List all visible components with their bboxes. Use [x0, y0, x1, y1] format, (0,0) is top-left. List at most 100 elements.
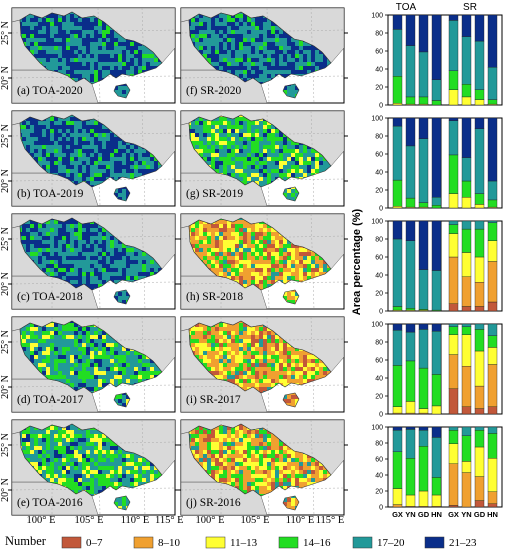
bar-2017-SR-HN-14–16 — [487, 335, 498, 348]
bar-2017-TOA-GX-21–23 — [392, 323, 403, 331]
y-tick-label: 40 — [375, 473, 383, 480]
bar-2016-SR-YN-14–16 — [461, 435, 472, 462]
region-outline — [19, 114, 163, 188]
lon-label-110b: 110° E — [286, 515, 315, 526]
bar-2016-SR-GD-17–20 — [474, 426, 485, 431]
legend-label: 8–10 — [158, 537, 181, 549]
lon-label-115a: 115° E — [155, 515, 184, 526]
latitude-labels: 25° N 20° N 25° N 20° N 25° N 20° N 25° N 20° N… — [0, 21, 11, 502]
bar-2018-SR-GD-17–20 — [474, 220, 485, 230]
bar-2016-TOA-GD-14–16 — [418, 446, 429, 492]
category-label: HN — [431, 510, 442, 519]
bar-panel-frame — [387, 14, 503, 106]
island-outline — [282, 289, 300, 305]
map-panel: (g) SR-2019 — [177, 110, 348, 207]
bar-2018-SR-YN-0–7 — [461, 306, 472, 312]
bar-2016-SR-GD-8–10 — [474, 476, 485, 501]
bar-2018-TOA-YN-14–16 — [405, 308, 416, 311]
bar-2020-SR-GX-17–20 — [448, 20, 459, 72]
bar-2016-TOA-GX-14–16 — [392, 451, 403, 489]
y-tick-label: 100 — [371, 425, 383, 432]
bar-2016-TOA-GD-17–20 — [418, 430, 429, 447]
bar-2018-SR-GX-14–16 — [448, 224, 459, 234]
island-outline — [113, 495, 131, 511]
bar-2018-TOA-HN-21–23 — [431, 220, 442, 271]
bar-2020-TOA-YN-14–16 — [405, 96, 416, 105]
bar-2018-TOA-GX-21–23 — [392, 220, 403, 240]
bar-2016-TOA-GX-17–20 — [392, 430, 403, 453]
y-tick-label: 100 — [371, 116, 383, 123]
bar-panel-2019: 0 20 40 60 80 100 — [371, 116, 503, 213]
map-panel: (f) SR-2020 — [177, 7, 348, 104]
bar-2017-TOA-YN-11–13 — [405, 401, 416, 414]
map-label: (e) TOA-2016 — [17, 497, 83, 509]
bar-2020-TOA-GX-17–20 — [392, 29, 403, 77]
bar-2019-SR-GX-14–16 — [448, 154, 459, 194]
bar-2016-TOA-GD-21–23 — [418, 426, 429, 431]
bar-2020-SR-YN-11–13 — [461, 96, 472, 106]
map-panel: (c) TOA-2018 — [8, 213, 179, 310]
bar-2019-TOA-GX-21–23 — [392, 117, 403, 127]
bar-2016-TOA-YN-14–16 — [405, 458, 416, 496]
bar-2017-SR-GD-0–7 — [474, 408, 485, 415]
map-panel: (d) TOA-2017 — [8, 316, 179, 413]
bar-2019-SR-GX-11–13 — [448, 193, 459, 209]
bar-2017-TOA-HN-11–13 — [431, 405, 442, 415]
bar-2019-SR-GD-11–13 — [474, 204, 485, 209]
bar-2018-SR-GD-11–13 — [474, 256, 485, 283]
lat-label: 20° N — [0, 66, 11, 90]
y-tick-label: 20 — [375, 394, 383, 401]
bar-2018-SR-HN-11–13 — [487, 240, 498, 262]
bar-2016-SR-GD-14–16 — [474, 430, 485, 448]
bar-2016-SR-YN-8–10 — [461, 472, 472, 508]
bar-2016-TOA-HN-21–23 — [431, 426, 442, 438]
bar-2016-SR-YN-17–20 — [461, 426, 472, 437]
island-outline — [282, 495, 300, 511]
map-panel: (e) TOA-2016 — [8, 419, 179, 516]
y-tick-label: 80 — [375, 237, 383, 244]
legend-label: 14–16 — [303, 537, 331, 549]
header-toa: TOA — [396, 2, 417, 13]
bar-2018-SR-GD-8–10 — [474, 282, 485, 307]
map-panel: (h) SR-2018 — [177, 213, 348, 310]
bar-2019-SR-YN-21–23 — [461, 117, 472, 158]
bar-2018-SR-YN-17–20 — [461, 220, 472, 230]
bar-2018-SR-GX-0–7 — [448, 303, 459, 312]
bar-2018-TOA-GD-17–20 — [418, 269, 429, 310]
bar-2016-SR-GX-14–16 — [448, 430, 459, 445]
bar-2016-TOA-HN-14–16 — [431, 477, 442, 496]
bar-2016-TOA-GD-11–13 — [418, 490, 429, 507]
bar-2017-SR-GX-11–13 — [448, 334, 459, 355]
bar-2018-SR-GD-0–7 — [474, 306, 485, 312]
bar-2016-TOA-GX-8–10 — [392, 504, 403, 508]
y-tick-label: 20 — [375, 188, 383, 195]
island-outline — [113, 392, 131, 408]
island-outline — [113, 83, 131, 99]
island-outline — [282, 392, 300, 408]
bar-2017-SR-GD-17–20 — [474, 323, 485, 330]
region-outline — [188, 11, 332, 85]
bar-2016-SR-GD-11–13 — [474, 446, 485, 477]
lat-label: 25° N — [0, 124, 11, 148]
bar-2019-TOA-YN-14–16 — [405, 197, 416, 208]
bar-2017-TOA-GD-17–20 — [418, 329, 429, 369]
bar-2017-TOA-HN-21–23 — [431, 323, 442, 332]
bar-2016-TOA-GX-21–23 — [392, 426, 403, 431]
map-label: (j) SR-2016 — [186, 497, 241, 509]
y-tick-label: 40 — [375, 273, 383, 280]
bar-2017-SR-HN-0–7 — [487, 406, 498, 415]
region-outline — [19, 320, 163, 394]
bar-2019-SR-YN-11–13 — [461, 196, 472, 209]
bar-2020-SR-GD-17–20 — [474, 40, 485, 90]
bar-2017-TOA-GX-11–13 — [392, 406, 403, 414]
bar-2016-SR-HN-14–16 — [487, 433, 498, 459]
bar-2020-SR-HN-14–16 — [487, 99, 498, 105]
bar-2019-SR-YN-17–20 — [461, 157, 472, 182]
bar-2016-SR-HN-17–20 — [487, 426, 498, 434]
bar-2019-TOA-YN-17–20 — [405, 145, 416, 199]
legend-swatch — [424, 536, 445, 549]
bar-2018-TOA-HN-17–20 — [431, 270, 442, 311]
bar-2020-TOA-YN-17–20 — [405, 45, 416, 98]
bar-2019-SR-GX-17–20 — [448, 120, 459, 156]
bar-2016-SR-YN-11–13 — [461, 461, 472, 473]
